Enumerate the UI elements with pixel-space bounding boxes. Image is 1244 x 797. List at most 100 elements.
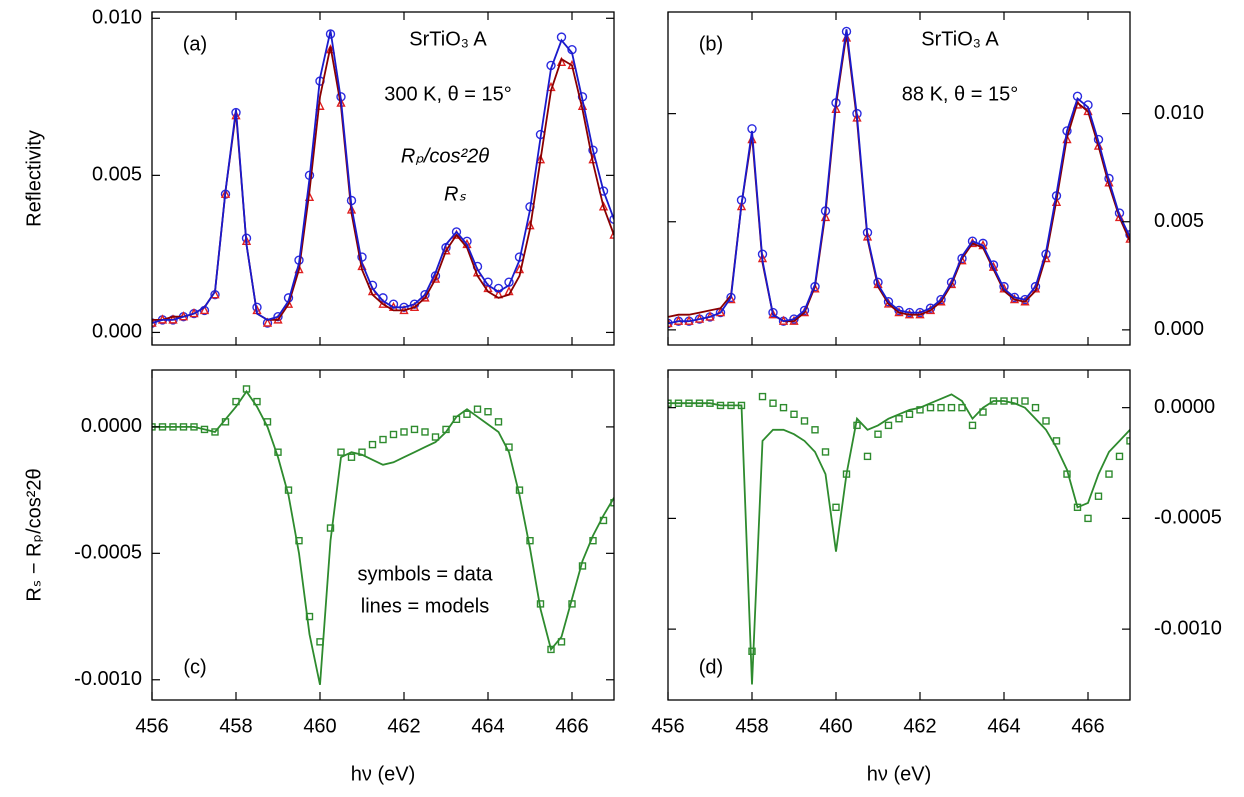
plot-area [668,392,1130,685]
data-point [748,647,756,655]
model-line [668,33,1130,323]
model-line [668,393,1130,685]
data-point [389,430,398,439]
y-tick-label: -0.0010 [1154,617,1222,639]
data-point [337,448,345,456]
x-axis-label: hν (eV) [351,763,415,785]
data-point [768,309,778,319]
data-point [874,430,882,438]
data-point [368,440,377,449]
data-point [325,44,336,54]
plot-area [152,385,614,685]
data-point [1126,437,1130,445]
legend-entry: Rₚ/cos²2θ [401,145,489,167]
y-axis-label: Reflectivity [23,130,45,227]
data-point [936,294,946,305]
panel-label: (c) [183,656,206,678]
data-point [609,214,614,225]
data-point [1115,452,1124,461]
annotation: 88 K, θ = 15° [902,83,1018,105]
plot-area [152,29,614,328]
data-point [947,403,956,412]
data-point [957,253,967,264]
data-point [1031,403,1040,412]
x-tick-label: 464 [987,715,1020,737]
data-point [968,421,977,430]
data-point [1084,514,1092,523]
y-tick-label: 0.010 [92,7,142,29]
annotation: lines = models [361,595,489,617]
data-point [769,399,777,407]
data-point [967,236,978,246]
x-axis-label: hν (eV) [867,763,931,785]
y-tick-label: 0.000 [1154,318,1204,340]
y-tick-label: 0.005 [92,164,142,186]
panel-label: (b) [699,33,723,55]
x-tick-label: 458 [735,715,768,737]
data-point [1105,470,1113,478]
data-point [494,418,503,426]
annotation: SrTiO₃ A [409,28,487,50]
x-tick-label: 466 [1071,715,1104,737]
y-tick-label: 0.010 [1154,102,1204,124]
y-tick-label: -0.0010 [74,668,142,690]
data-point [325,29,336,39]
y-tick-label: 0.005 [1154,210,1204,232]
plot-frame [667,11,1131,346]
data-point [421,428,429,436]
plot-area [668,26,1130,329]
x-tick-label: 462 [903,715,936,737]
data-point [484,408,492,416]
data-point [410,425,419,434]
data-point [326,524,335,532]
data-point [790,410,798,418]
data-point [1094,492,1103,500]
model-line [152,30,614,324]
panel-label: (d) [699,656,723,678]
data-point [463,410,471,418]
data-point [199,304,210,315]
data-point [799,305,810,316]
data-point [832,503,840,512]
data-point [758,392,767,401]
x-tick-label: 464 [471,715,504,737]
x-tick-label: 462 [387,715,420,737]
data-point [926,403,935,412]
data-point [863,452,872,461]
data-point [946,277,957,287]
data-point [779,403,788,412]
plot-frame [151,11,615,346]
x-tick-label: 456 [651,715,684,737]
data-point [821,448,830,456]
data-point [431,433,440,441]
annotation: symbols = data [357,563,493,585]
panel-label: (a) [183,33,207,55]
model-line [152,46,614,321]
data-point [884,421,893,430]
plot-frame [151,369,615,701]
y-tick-label: 0.0000 [1154,396,1215,418]
plot-frame [667,369,1131,701]
data-point [473,405,482,413]
model-line [668,29,1130,325]
x-tick-label: 458 [219,715,252,737]
annotation: 300 K, θ = 15° [384,83,512,105]
data-point [905,410,914,418]
data-point [811,426,819,434]
x-tick-label: 456 [135,715,168,737]
data-point [937,403,945,412]
x-tick-label: 466 [555,715,588,737]
data-point [768,307,778,318]
data-point [400,428,408,436]
data-point [557,638,566,646]
data-point [262,317,273,327]
data-point [800,417,809,425]
data-point [1021,397,1029,405]
data-point [598,201,609,211]
data-point [715,306,726,317]
y-tick-label: -0.0005 [74,542,142,564]
model-line [152,389,614,685]
x-tick-label: 460 [819,715,852,737]
data-point [609,229,614,239]
